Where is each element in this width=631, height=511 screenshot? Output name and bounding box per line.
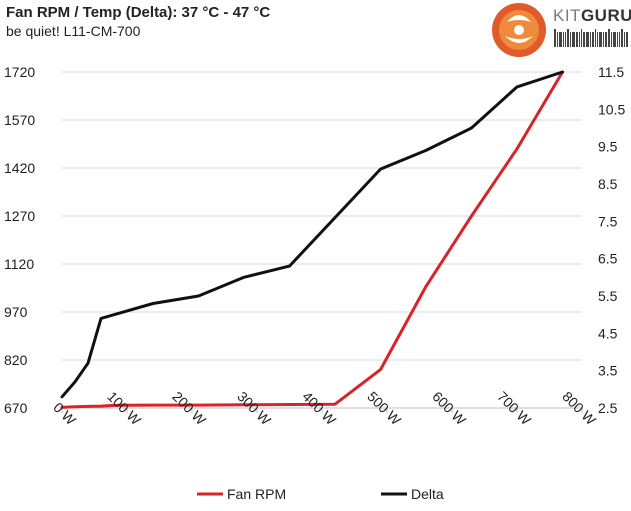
barcode-icon xyxy=(554,29,630,47)
y-right-tick-label: 10.5 xyxy=(598,101,625,117)
y-right-tick-label: 3.5 xyxy=(598,363,618,379)
y-left-tick-label: 970 xyxy=(4,304,28,320)
y-right-tick-label: 11.5 xyxy=(598,64,624,80)
legend-label-fan-rpm: Fan RPM xyxy=(227,486,286,502)
y-right-tick-label: 7.5 xyxy=(598,213,618,229)
y-right-tick-label: 8.5 xyxy=(598,176,618,192)
y-left-tick-label: 1420 xyxy=(4,160,35,176)
y-left-tick-label: 1570 xyxy=(4,112,35,128)
kitguru-logo-text: KITGURU xyxy=(553,6,631,25)
y-right-tick-label: 9.5 xyxy=(598,139,618,155)
y-right-tick-label: 6.5 xyxy=(598,251,618,267)
legend-label-delta: Delta xyxy=(411,486,444,502)
series-line-delta xyxy=(60,70,564,399)
series-line-fan-rpm xyxy=(60,70,564,409)
y-left-tick-label: 820 xyxy=(4,352,28,368)
y-left-tick-label: 670 xyxy=(4,400,28,416)
kitguru-logo-icon xyxy=(492,3,546,57)
y-left-tick-label: 1120 xyxy=(4,256,34,272)
y-left-tick-label: 1720 xyxy=(4,64,35,80)
chart-title: Fan RPM / Temp (Delta): 37 °C - 47 °C xyxy=(6,4,271,21)
x-tick-label: 0 W xyxy=(50,399,79,428)
y-left-tick-label: 1270 xyxy=(4,208,35,224)
chart-subtitle: be quiet! L11-CM-700 xyxy=(6,23,141,39)
y-right-tick-label: 2.5 xyxy=(598,400,618,416)
y-right-tick-label: 5.5 xyxy=(598,288,618,304)
y-right-tick-label: 4.5 xyxy=(598,325,618,341)
